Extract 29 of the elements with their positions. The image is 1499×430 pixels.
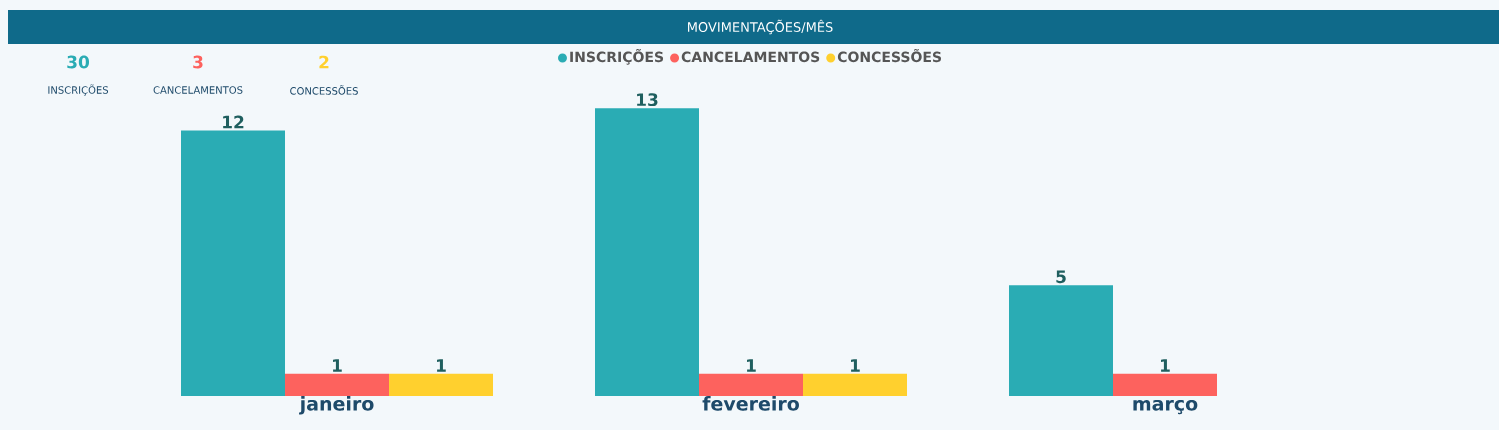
data-label: 5 xyxy=(1056,270,1066,284)
legend-label: CANCELAMENTOS xyxy=(681,51,820,63)
bar xyxy=(803,373,908,396)
x-tick-label: janeiro xyxy=(299,396,374,415)
bar xyxy=(699,373,804,396)
text: CONCESSÕES xyxy=(290,85,358,95)
bar xyxy=(181,130,286,396)
bar xyxy=(1009,285,1113,396)
chart-title: MOVIMENTAÇÕES/MÊS xyxy=(688,19,833,35)
bar xyxy=(595,108,700,396)
text: INSCRIÇÕES xyxy=(48,84,109,96)
data-label: 1 xyxy=(747,359,756,372)
data-label: 1 xyxy=(851,359,860,372)
bar xyxy=(1113,373,1217,396)
data-label: 1 xyxy=(437,359,446,372)
legend-label: CONCESSÕES xyxy=(837,48,942,63)
text: CANCELAMENTOS xyxy=(153,86,243,94)
data-label: 1 xyxy=(1161,359,1170,372)
legend-label: INSCRIÇÕES xyxy=(570,48,664,65)
data-label: 12 xyxy=(223,115,244,129)
text: 2 xyxy=(319,55,329,69)
x-tick-label: março xyxy=(1133,399,1198,415)
text: 3 xyxy=(193,55,203,69)
data-label: 1 xyxy=(333,359,342,372)
bar xyxy=(285,373,390,396)
data-label: 13 xyxy=(637,93,658,107)
x-tick-label: fevereiro xyxy=(702,396,799,411)
bar xyxy=(389,373,494,396)
text: 30 xyxy=(67,55,90,69)
